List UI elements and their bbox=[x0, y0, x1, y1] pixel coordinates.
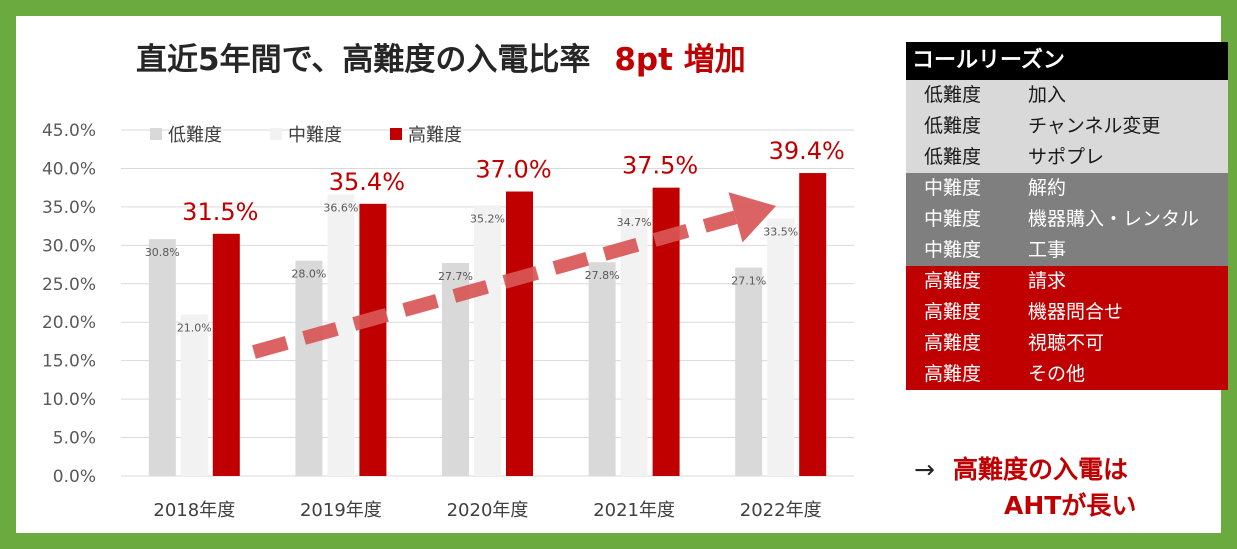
x-tick-label: 2021年度 bbox=[593, 500, 675, 521]
trend-arrow-head bbox=[728, 192, 776, 243]
data-label: 28.0% bbox=[291, 268, 326, 281]
legend-swatch bbox=[390, 128, 402, 140]
data-label: 35.4% bbox=[329, 168, 405, 196]
x-tick-label: 2020年度 bbox=[447, 500, 529, 521]
data-label: 34.7% bbox=[617, 216, 652, 229]
chart-title: 直近5年間で、高難度の入電比率 8pt 増加 bbox=[136, 34, 746, 84]
bar-chart: 0.0% 5.0% 10.0% 15.0% 20.0% 25.0% 30.0% 35.0% 40… bbox=[42, 121, 854, 521]
right-arrow-icon: → bbox=[914, 455, 935, 484]
call-reason: 請求 bbox=[1028, 270, 1067, 292]
data-label: 37.0% bbox=[475, 156, 551, 184]
y-tick-label: 15.0% bbox=[42, 352, 96, 372]
call-reason: その他 bbox=[1028, 363, 1086, 385]
y-tick-label: 10.0% bbox=[42, 390, 96, 410]
call-reason-table: コールリーズン 低難度 加入 低難度 チャンネル変更 低難度 サポプレ 中難度 解約 中難度 機器… bbox=[906, 42, 1228, 390]
call-reason-row: 低難度 チャンネル変更 bbox=[906, 111, 1228, 142]
bar-低難度 bbox=[295, 260, 323, 476]
bar-中難度 bbox=[767, 218, 795, 476]
data-label: 21.0% bbox=[177, 322, 212, 335]
y-tick-label: 45.0% bbox=[42, 121, 96, 141]
data-label: 35.2% bbox=[470, 212, 505, 225]
data-label: 39.4% bbox=[769, 137, 845, 165]
y-tick-label: 30.0% bbox=[42, 236, 96, 256]
bar-低難度 bbox=[588, 262, 616, 476]
note-line-1: 高難度の入電は bbox=[952, 455, 1128, 484]
title-accent: 8pt 増加 bbox=[614, 42, 746, 78]
bar-高難度 bbox=[506, 191, 533, 476]
difficulty-level: 中難度 bbox=[924, 208, 982, 230]
call-reason: 機器購入・レンタル bbox=[1028, 208, 1200, 230]
bar-高難度 bbox=[799, 173, 827, 476]
difficulty-level: 高難度 bbox=[924, 301, 982, 323]
bar-中難度 bbox=[474, 205, 501, 476]
call-reason-row: 高難度 視聴不可 bbox=[906, 328, 1228, 359]
call-reason-header: コールリーズン bbox=[906, 42, 1228, 80]
call-reason-row: 高難度 請求 bbox=[906, 266, 1228, 297]
legend-label: 高難度 bbox=[408, 125, 462, 146]
data-label: 27.8% bbox=[585, 269, 620, 282]
bar-高難度 bbox=[359, 203, 387, 476]
call-reason: 視聴不可 bbox=[1028, 332, 1105, 354]
bar-低難度 bbox=[148, 239, 176, 476]
call-reason: サポプレ bbox=[1028, 146, 1105, 168]
call-reason-row: 中難度 工事 bbox=[906, 235, 1228, 266]
y-tick-label: 40.0% bbox=[42, 159, 96, 179]
data-label: 27.7% bbox=[438, 270, 473, 283]
y-tick-label: 25.0% bbox=[42, 275, 96, 295]
difficulty-level: 低難度 bbox=[924, 84, 982, 106]
call-reason: チャンネル変更 bbox=[1028, 115, 1161, 137]
bar-高難度 bbox=[212, 233, 240, 476]
difficulty-level: 中難度 bbox=[924, 239, 982, 261]
call-reason-row: 低難度 加入 bbox=[906, 80, 1228, 111]
call-reason: 工事 bbox=[1028, 239, 1067, 261]
y-tick-label: 20.0% bbox=[42, 313, 96, 333]
data-label: 33.5% bbox=[763, 225, 798, 238]
call-reason-row: 中難度 機器購入・レンタル bbox=[906, 204, 1228, 235]
call-reason: 機器問合せ bbox=[1028, 301, 1124, 323]
data-label: 30.8% bbox=[145, 246, 180, 259]
data-label: 31.5% bbox=[182, 198, 258, 226]
data-label: 36.6% bbox=[323, 202, 358, 215]
call-reason-row: 高難度 機器問合せ bbox=[906, 297, 1228, 328]
legend-swatch bbox=[270, 128, 282, 140]
note-line-2: AHTが長い bbox=[1004, 491, 1137, 520]
x-tick-label: 2018年度 bbox=[153, 500, 235, 521]
legend-label: 中難度 bbox=[288, 125, 342, 146]
call-reason-row: 中難度 解約 bbox=[906, 173, 1228, 204]
difficulty-level: 高難度 bbox=[924, 270, 982, 292]
difficulty-level: 低難度 bbox=[924, 115, 982, 137]
conclusion-note: → 高難度の入電は AHTが長い bbox=[914, 452, 1234, 524]
data-label: 37.5% bbox=[622, 152, 698, 180]
x-tick-label: 2022年度 bbox=[740, 500, 822, 521]
bar-低難度 bbox=[735, 267, 763, 476]
bar-中難度 bbox=[180, 314, 208, 476]
title-main: 直近5年間で、高難度の入電比率 bbox=[136, 42, 591, 78]
difficulty-level: 低難度 bbox=[924, 146, 982, 168]
x-tick-label: 2019年度 bbox=[300, 500, 382, 521]
call-reason-row: 高難度 その他 bbox=[906, 359, 1228, 390]
legend-label: 低難度 bbox=[168, 125, 222, 146]
difficulty-level: 高難度 bbox=[924, 332, 982, 354]
legend-swatch bbox=[150, 128, 162, 140]
difficulty-level: 中難度 bbox=[924, 177, 982, 199]
y-tick-label: 35.0% bbox=[42, 198, 96, 218]
y-tick-label: 0.0% bbox=[53, 467, 96, 487]
call-reason-rows: 低難度 加入 低難度 チャンネル変更 低難度 サポプレ 中難度 解約 中難度 機器購入・レンタル中… bbox=[906, 80, 1228, 390]
call-reason: 加入 bbox=[1028, 84, 1067, 106]
panel: 直近5年間で、高難度の入電比率 8pt 増加 0.0% 5.0% 10.0% 15.0%… bbox=[16, 16, 1228, 533]
call-reason: 解約 bbox=[1028, 177, 1067, 199]
y-tick-label: 5.0% bbox=[53, 429, 96, 449]
call-reason-row: 低難度 サポプレ bbox=[906, 142, 1228, 173]
data-label: 27.1% bbox=[731, 275, 766, 288]
difficulty-level: 高難度 bbox=[924, 363, 982, 385]
trend-arrow-shaft bbox=[252, 210, 738, 359]
